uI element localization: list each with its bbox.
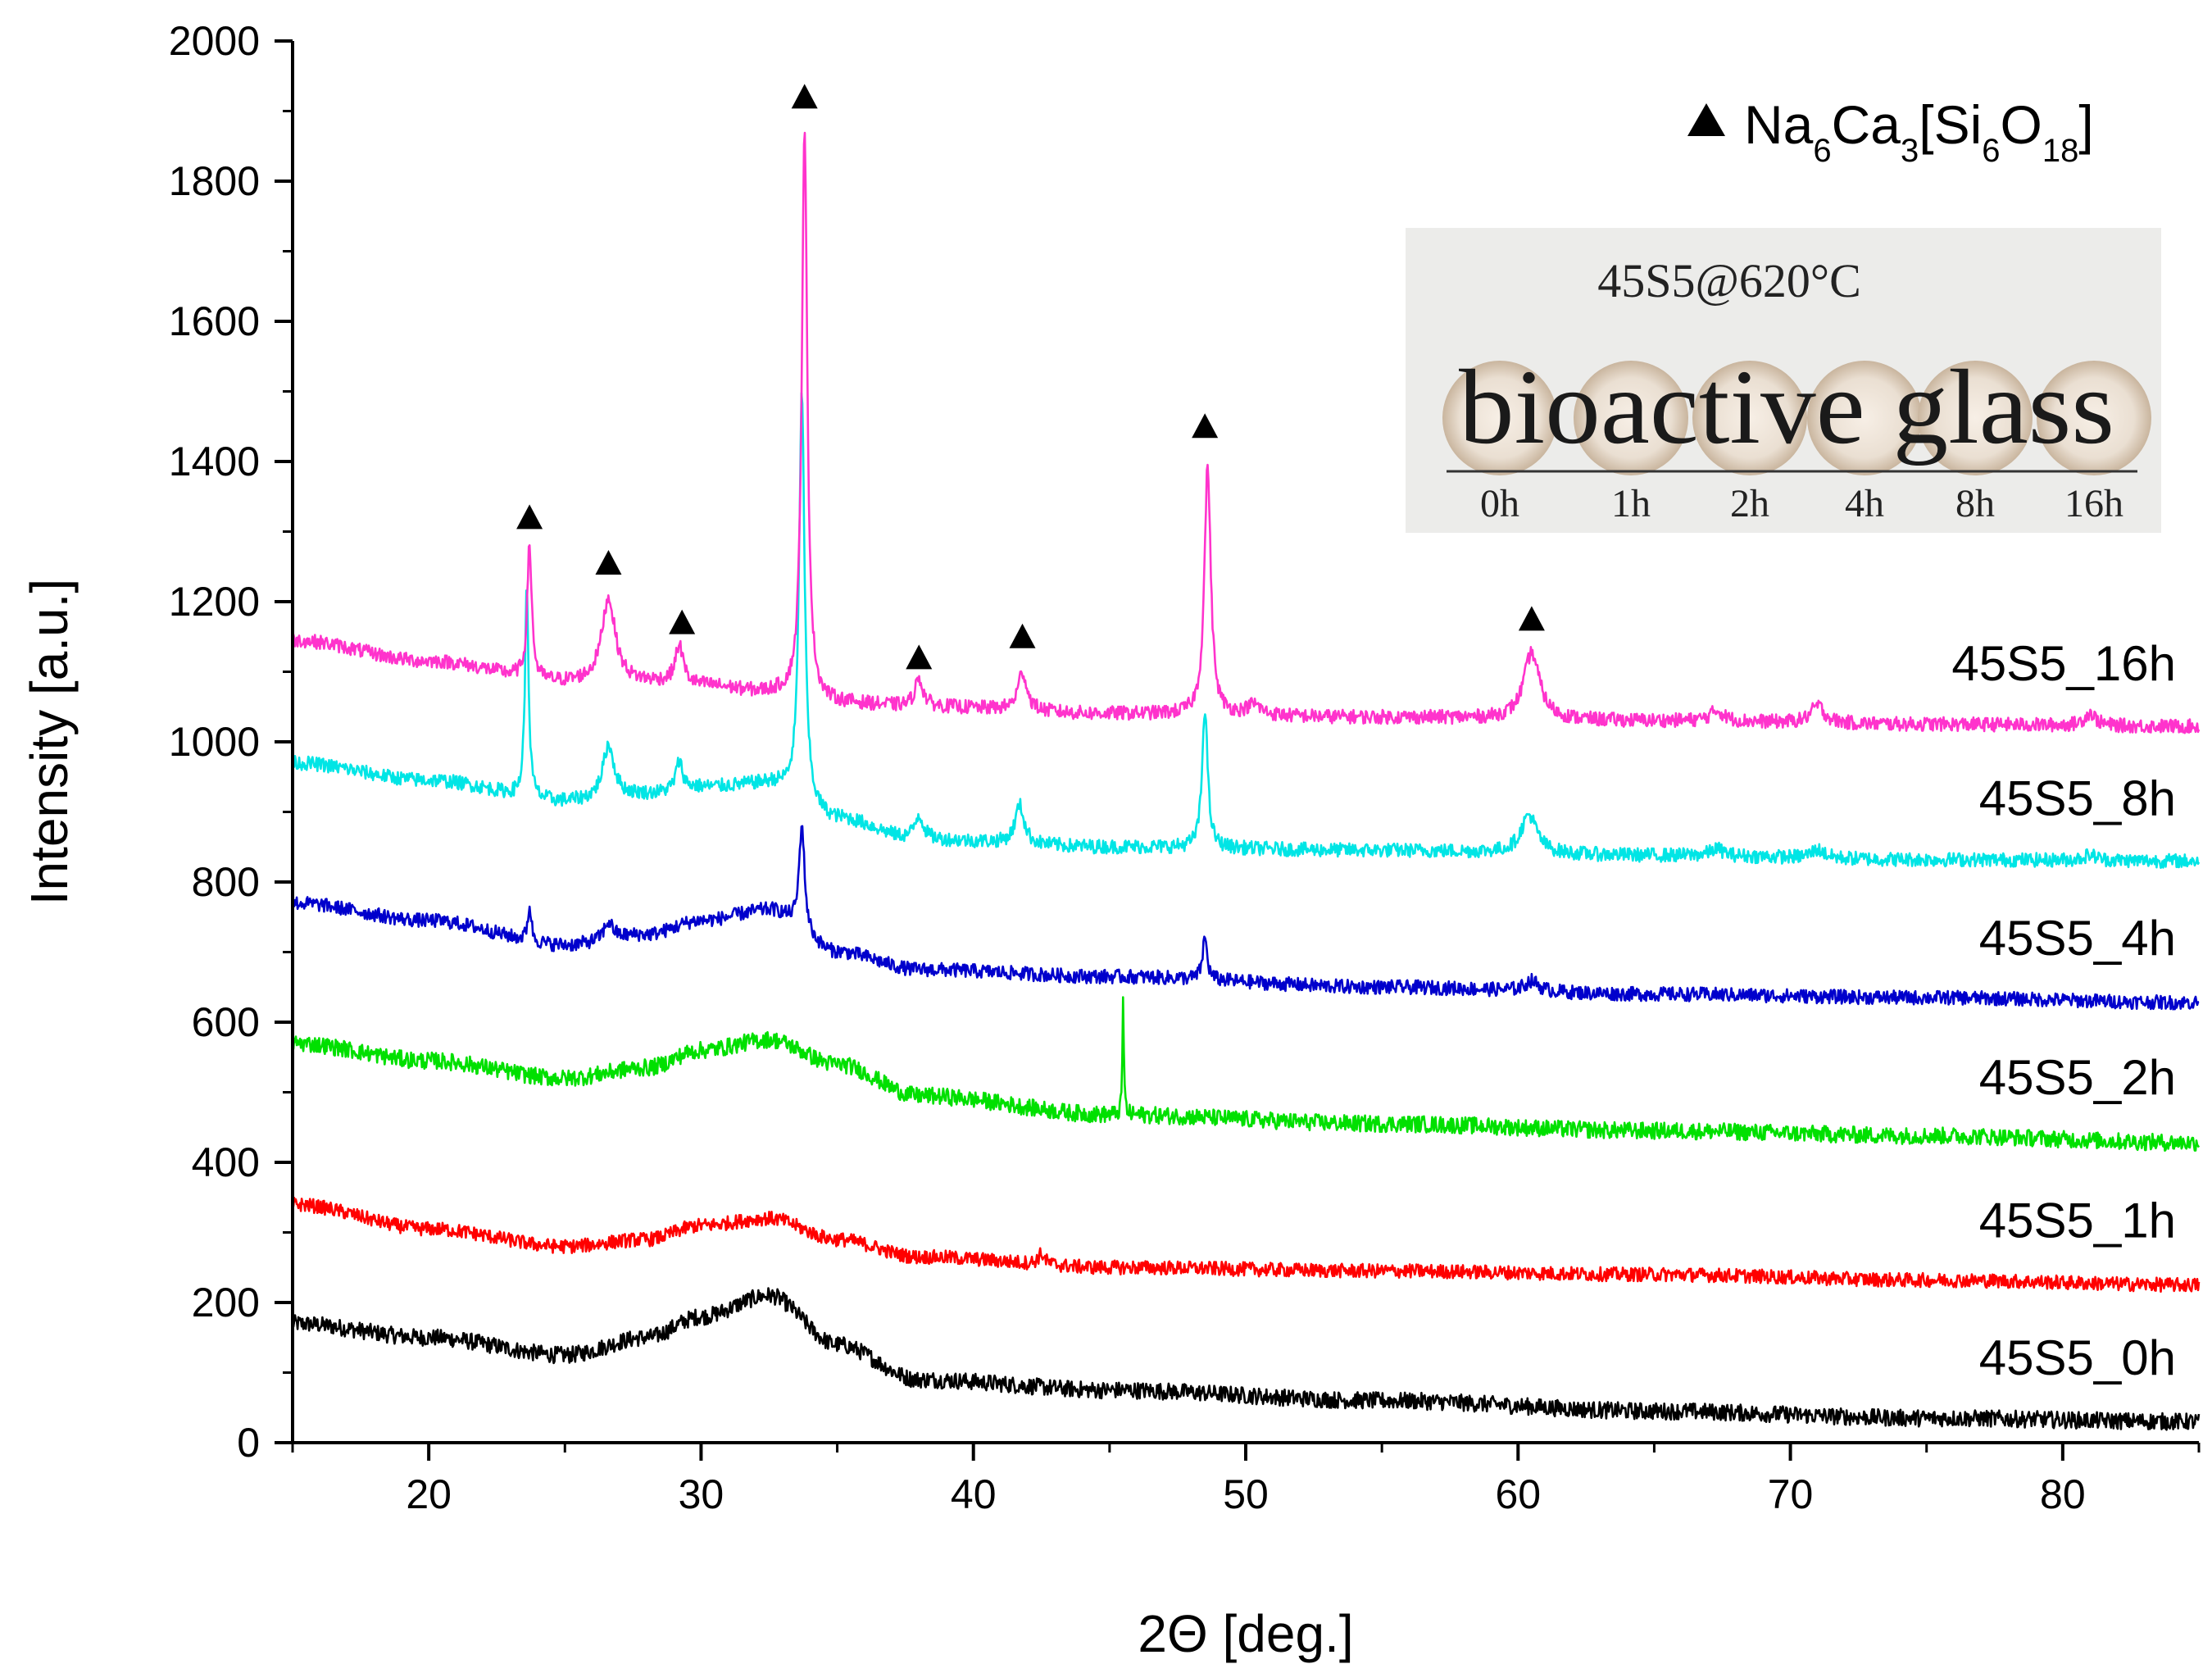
series-line-45S5_1h (291, 1197, 2201, 1293)
y-tick-label: 200 (192, 1280, 260, 1325)
y-tick-label: 1600 (169, 298, 260, 344)
glass-disc-4h (1807, 361, 1922, 475)
y-tick-label: 1200 (169, 579, 260, 625)
series-label: 45S5_16h (1951, 636, 2176, 691)
series-line-45S5_16h (291, 131, 2201, 734)
x-tick-label: 40 (951, 1471, 997, 1517)
y-tick-label: 1000 (169, 719, 260, 765)
inset-time-label: 0h (1480, 482, 1519, 525)
legend-label-part: [Si (1919, 94, 1982, 155)
legend-label-subscript: 3 (1901, 133, 1919, 169)
y-tick-label: 600 (192, 999, 260, 1045)
legend-label-subscript: 18 (2042, 133, 2079, 169)
series-line-45S5_4h (291, 825, 2200, 1011)
y-axis-title: Intensity [a.u.] (20, 579, 79, 905)
inset-time-label: 1h (1611, 482, 1651, 525)
legend-label-part: ] (2078, 94, 2093, 155)
glass-disc-2h (1692, 361, 1807, 475)
peak-marker-triangle (516, 504, 543, 530)
x-tick-label: 20 (406, 1471, 452, 1517)
inset-time-label: 8h (1955, 482, 1995, 525)
legend-label: Na6​Ca3​[Si6​O18​] (1744, 94, 2094, 169)
y-tick-label: 0 (237, 1420, 260, 1466)
y-tick-label: 400 (192, 1139, 260, 1185)
series-label-layer: 45S5_0h 45S5_1h 45S5_2h 45S5_4h 45S5_8h 45S5_… (1951, 636, 2176, 1385)
legend-label-part: O (2001, 94, 2042, 155)
series-line-45S5_8h (292, 392, 2201, 869)
legend-triangle-icon (1687, 103, 1725, 136)
series-label: 45S5_1h (1979, 1193, 2176, 1248)
x-axis-title: 2Θ [deg.] (1138, 1604, 1353, 1663)
inset-time-label: 4h (1845, 482, 1884, 525)
legend-label-subscript: 6 (1982, 133, 2000, 169)
tick-layer: 0 200 400 600 800 1000 1200 1400 1600 1800 2000 20 3… (169, 18, 2201, 1517)
peak-marker-triangle (669, 609, 696, 634)
legend: Na6​Ca3​[Si6​O18​] (1687, 94, 2094, 169)
inset-title: 45S5@620°C (1597, 254, 1861, 307)
glass-disc-1h (1574, 361, 1688, 475)
y-tick-label: 800 (192, 859, 260, 905)
legend-label-subscript: 6 (1813, 133, 1831, 169)
peak-marker-layer (516, 84, 1545, 670)
inset-photo: 45S5@620°C bioactive glass 0h 1h 2h 4h 8h 16h (1406, 228, 2161, 533)
y-tick-label: 1800 (169, 158, 260, 204)
series-label: 45S5_4h (1979, 911, 2176, 966)
x-tick-label: 30 (679, 1471, 724, 1517)
glass-disc-16h (2037, 361, 2151, 475)
series-label: 45S5_0h (1979, 1330, 2176, 1385)
series-line-45S5_0h (291, 1287, 2201, 1431)
peak-marker-triangle (791, 84, 818, 109)
series-layer (291, 131, 2201, 1431)
y-tick-label: 2000 (169, 18, 260, 64)
peak-marker-triangle (906, 644, 933, 670)
series-line-45S5_2h (291, 996, 2201, 1152)
series-label: 45S5_2h (1979, 1050, 2176, 1105)
x-tick-label: 70 (1768, 1471, 1814, 1517)
legend-label-part: Na (1744, 94, 1814, 155)
inset-time-label: 2h (1730, 482, 1769, 525)
inset-overlay-text: bioactive glass (1459, 348, 2114, 466)
series-label: 45S5_8h (1979, 771, 2176, 825)
x-tick-label: 50 (1223, 1471, 1269, 1517)
peak-marker-triangle (1009, 623, 1036, 648)
x-tick-label: 80 (2040, 1471, 2086, 1517)
inset-time-label: 16h (2064, 482, 2123, 525)
peak-marker-triangle (1518, 606, 1545, 631)
legend-label-part: Ca (1832, 94, 1901, 155)
y-tick-label: 1400 (169, 439, 260, 484)
glass-disc-8h (1918, 361, 2033, 475)
inset-tick-layer: 0h 1h 2h 4h 8h 16h (1480, 482, 2123, 525)
x-tick-label: 60 (1495, 1471, 1541, 1517)
glass-disc-0h (1442, 361, 1557, 475)
peak-marker-triangle (595, 549, 622, 575)
peak-marker-triangle (1192, 413, 1219, 439)
